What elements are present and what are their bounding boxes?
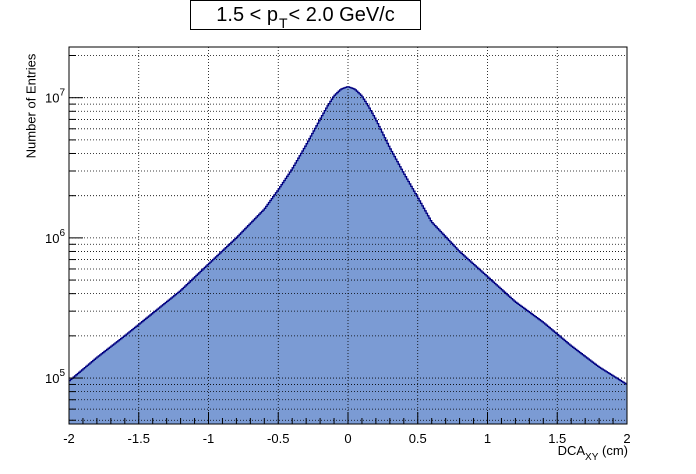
x-axis-label-suffix: (cm): [598, 443, 628, 458]
x-tick-label: 2: [623, 431, 630, 446]
x-axis-label-subscript: XY: [585, 452, 599, 463]
x-tick-label: 0.5: [409, 431, 427, 446]
x-tick-label: 0: [344, 431, 351, 446]
x-axis-label: DCAXY (cm): [557, 443, 628, 463]
chart-title-prefix: 1.5 < p: [216, 3, 278, 26]
x-axis-label-main: DCA: [557, 443, 586, 458]
x-tick-label: 1: [484, 431, 491, 446]
x-tick-label: -2: [63, 431, 75, 446]
chart-title-subscript: T: [278, 15, 288, 31]
histogram-outline: [69, 86, 627, 385]
histogram-fill: [69, 86, 627, 424]
x-tick-label: -0.5: [267, 431, 289, 446]
x-tick-label: -1.5: [128, 431, 150, 446]
y-tick-label: 106: [45, 228, 65, 246]
chart-title-suffix: < 2.0 GeV/c: [288, 3, 395, 26]
y-tick-label: 105: [45, 368, 65, 386]
x-tick-label: -1: [203, 431, 215, 446]
y-tick-label: 107: [45, 88, 65, 106]
x-tick-label: 1.5: [548, 431, 566, 446]
